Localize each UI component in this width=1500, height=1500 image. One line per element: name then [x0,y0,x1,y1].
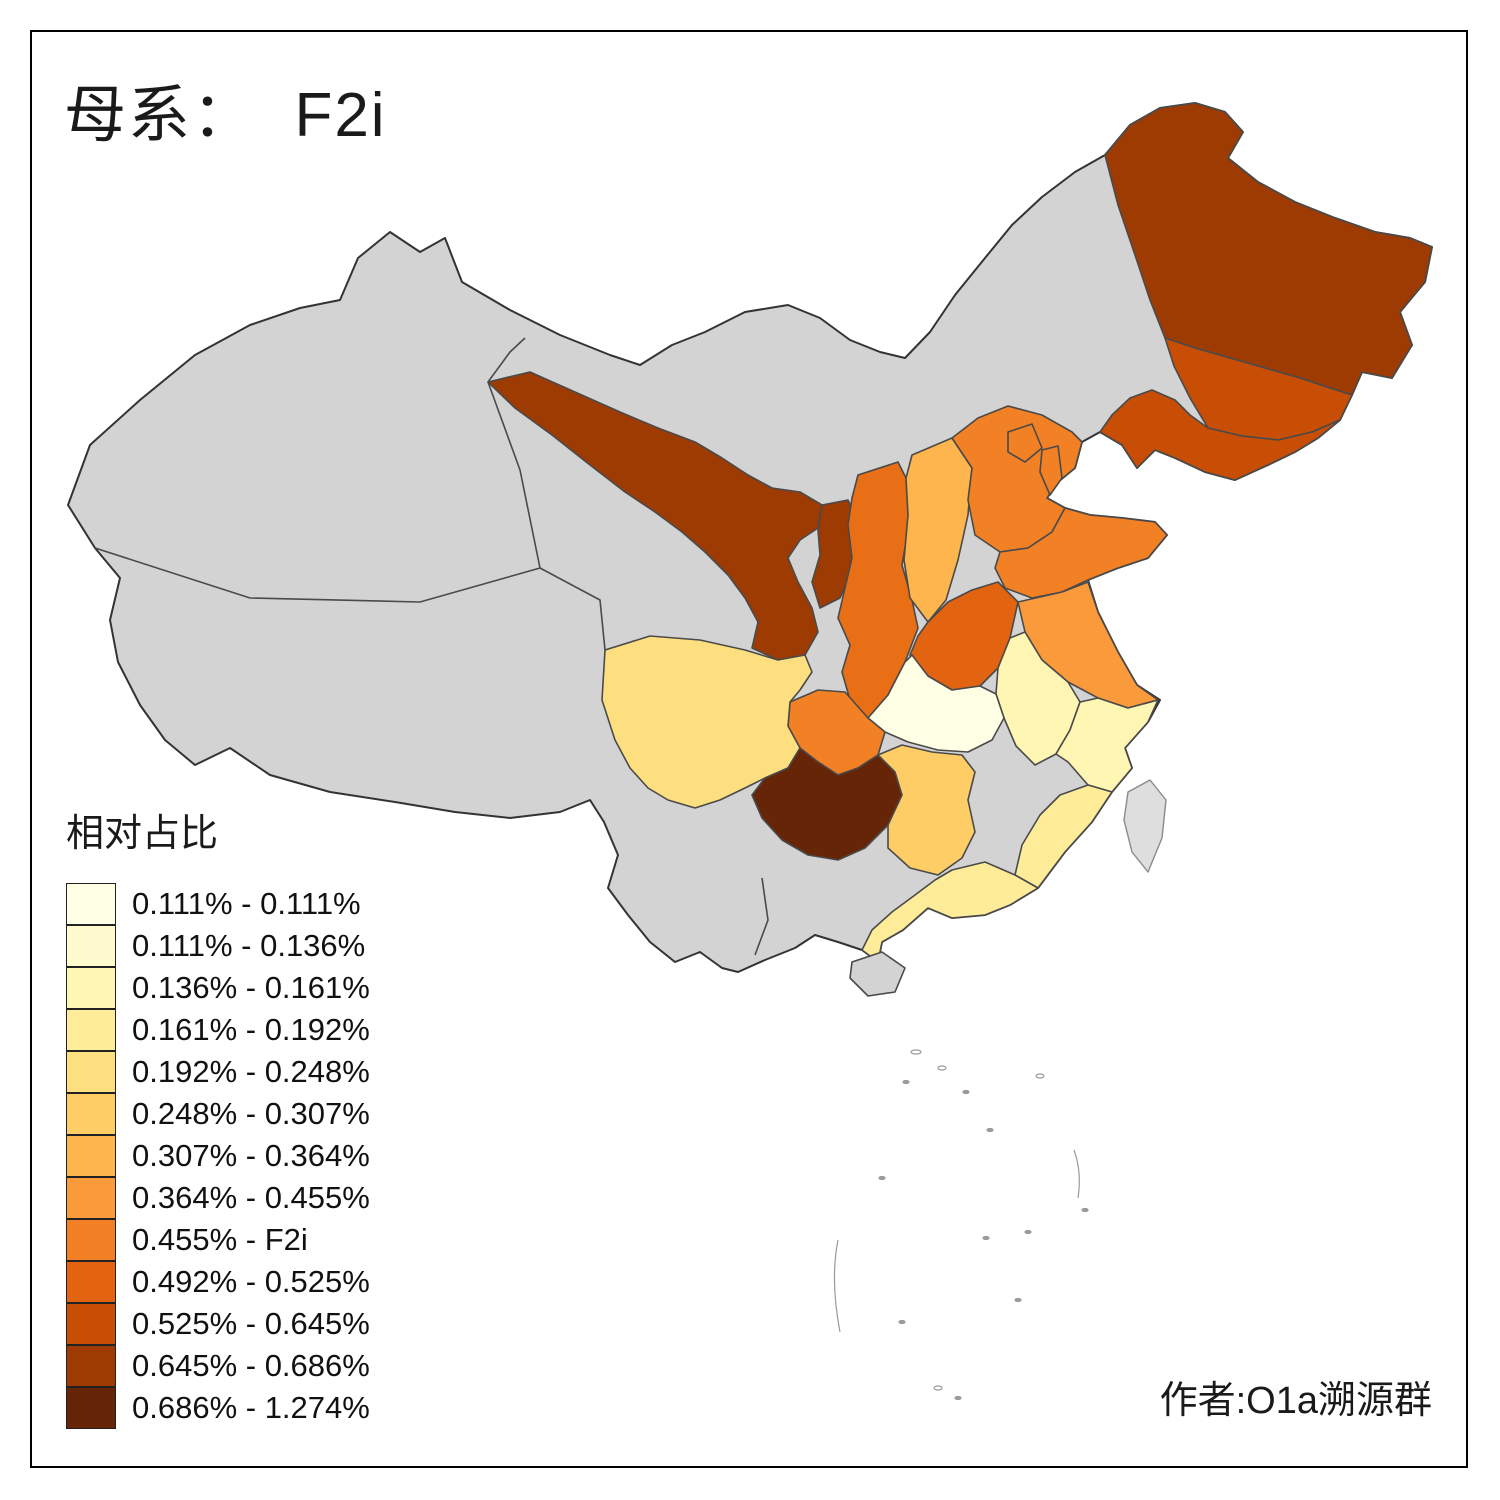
legend-items: 0.111% - 0.111% 0.111% - 0.136% 0.136% - 0… [66,883,486,1429]
region-tianjin [1039,445,1063,496]
region-hebei [951,405,1083,553]
legend-swatch [66,1303,116,1345]
legend-item: 0.645% - 0.686% [66,1345,486,1387]
legend-item: 0.525% - 0.645% [66,1303,486,1345]
legend-item: 0.111% - 0.111% [66,883,486,925]
legend-swatch [66,1261,116,1303]
legend-swatch [66,925,116,967]
legend-item: 0.307% - 0.364% [66,1135,486,1177]
region-zhejiang [1055,697,1159,793]
legend-item: 0.248% - 0.307% [66,1093,486,1135]
legend-label: 0.248% - 0.307% [132,1096,370,1131]
legend-label: 0.364% - 0.455% [132,1180,370,1215]
legend-swatch [66,1135,116,1177]
legend-swatch [66,1009,116,1051]
legend-item: 0.455% - F2i [66,1219,486,1261]
region-taiwan [1123,779,1167,873]
region-hainan [849,951,906,997]
legend-label: 0.686% - 1.274% [132,1390,370,1425]
legend-title: 相对占比 [66,813,219,855]
legend-label: 0.307% - 0.364% [132,1138,370,1173]
legend-swatch [66,883,116,925]
region-hubei [867,654,1005,753]
page-title: 母系： F2i [64,81,387,150]
legend-swatch [66,1177,116,1219]
south-china-sea-islands [833,1049,1089,1401]
legend-label: 0.111% - 0.111% [132,886,361,921]
legend-item: 0.192% - 0.248% [66,1051,486,1093]
region-liaoning [1099,389,1341,481]
legend-swatch [66,1219,116,1261]
legend-swatch [66,1051,116,1093]
legend-item: 0.111% - 0.136% [66,925,486,967]
legend-label: 0.192% - 0.248% [132,1054,370,1089]
legend-item: 0.161% - 0.192% [66,1009,486,1051]
region-gansu [487,371,823,661]
region-guangdong [861,861,1039,963]
legend-label: 0.161% - 0.192% [132,1012,370,1047]
legend-swatch [66,1387,116,1429]
region-beijing [1007,423,1043,463]
legend-item: 0.364% - 0.455% [66,1177,486,1219]
legend-label: 0.492% - 0.525% [132,1264,370,1299]
nodata-internal-borders [94,337,769,956]
legend-swatch [66,967,116,1009]
legend-swatch [66,1093,116,1135]
legend: 相对占比 0.111% - 0.111% 0.111% - 0.136% 0.136… [66,802,486,1429]
legend-item: 0.136% - 0.161% [66,967,486,1009]
legend-label: 0.455% - F2i [132,1222,308,1257]
legend-label: 0.111% - 0.136% [132,928,366,963]
legend-item: 0.686% - 1.274% [66,1387,486,1429]
region-hunan [877,744,976,876]
legend-swatch [66,1345,116,1387]
attribution: 作者:O1a溯源群 [1159,1380,1432,1422]
legend-label: 0.136% - 0.161% [132,970,370,1005]
legend-label: 0.645% - 0.686% [132,1348,370,1383]
region-shandong [994,507,1168,599]
legend-item: 0.492% - 0.525% [66,1261,486,1303]
legend-label: 0.525% - 0.645% [132,1306,370,1341]
